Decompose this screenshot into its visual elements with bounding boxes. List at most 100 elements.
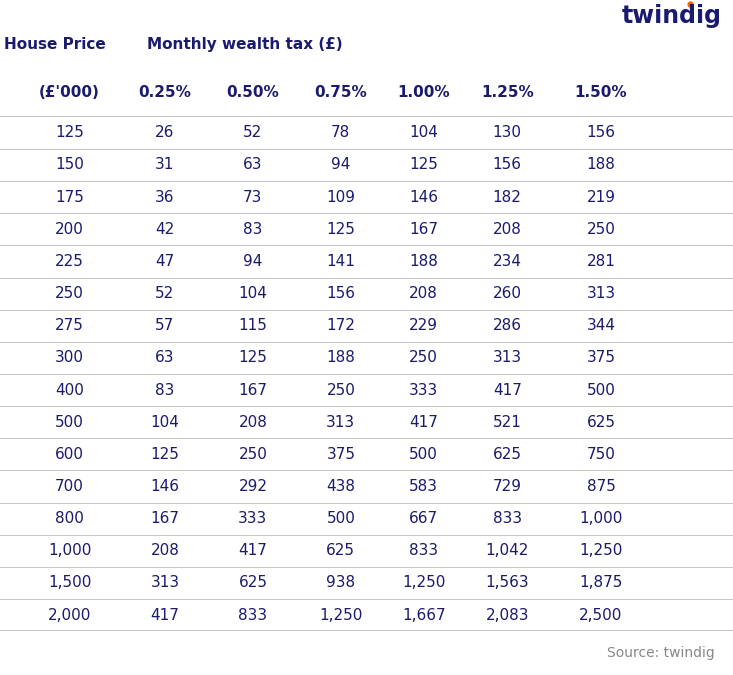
Text: 52: 52 [243, 126, 262, 140]
Text: 833: 833 [238, 608, 268, 622]
Text: 344: 344 [586, 318, 616, 333]
Text: 583: 583 [409, 479, 438, 494]
Text: 73: 73 [243, 190, 262, 205]
Text: 1.00%: 1.00% [397, 85, 450, 100]
Text: 417: 417 [493, 383, 522, 398]
Text: 146: 146 [150, 479, 180, 494]
Text: 250: 250 [409, 350, 438, 365]
Text: 667: 667 [409, 511, 438, 526]
Text: 1.50%: 1.50% [575, 85, 627, 100]
Text: 313: 313 [150, 575, 180, 591]
Text: 1,250: 1,250 [579, 543, 623, 558]
Text: 833: 833 [493, 511, 522, 526]
Text: 500: 500 [586, 383, 616, 398]
Text: 800: 800 [55, 511, 84, 526]
Text: 225: 225 [55, 254, 84, 269]
Text: 156: 156 [493, 157, 522, 173]
Text: 292: 292 [238, 479, 268, 494]
Text: 1,000: 1,000 [48, 543, 92, 558]
Text: 26: 26 [155, 126, 174, 140]
Text: 188: 188 [586, 157, 616, 173]
Text: 313: 313 [493, 350, 522, 365]
Text: 167: 167 [409, 222, 438, 237]
Text: 333: 333 [409, 383, 438, 398]
Text: Source: twindig: Source: twindig [607, 646, 715, 660]
Text: 175: 175 [55, 190, 84, 205]
Text: 1,250: 1,250 [319, 608, 363, 622]
Text: 417: 417 [409, 414, 438, 430]
Text: Monthly wealth tax (£): Monthly wealth tax (£) [147, 36, 342, 51]
Text: twindig: twindig [622, 4, 722, 28]
Text: 130: 130 [493, 126, 522, 140]
Text: House Price: House Price [4, 36, 106, 51]
Text: 750: 750 [586, 447, 616, 462]
Text: 2,083: 2,083 [485, 608, 529, 622]
Text: 1,250: 1,250 [402, 575, 446, 591]
Text: 156: 156 [586, 126, 616, 140]
Text: 167: 167 [150, 511, 180, 526]
Text: 600: 600 [55, 447, 84, 462]
Text: 125: 125 [55, 126, 84, 140]
Text: (£'000): (£'000) [39, 85, 100, 100]
Text: 150: 150 [55, 157, 84, 173]
Text: 313: 313 [586, 286, 616, 301]
Text: 63: 63 [155, 350, 174, 365]
Text: 208: 208 [493, 222, 522, 237]
Text: 438: 438 [326, 479, 356, 494]
Text: 109: 109 [326, 190, 356, 205]
Text: 167: 167 [238, 383, 268, 398]
Text: 250: 250 [238, 447, 268, 462]
Text: 94: 94 [243, 254, 262, 269]
Text: 417: 417 [238, 543, 268, 558]
Text: 250: 250 [586, 222, 616, 237]
Text: 0.25%: 0.25% [139, 85, 191, 100]
Text: 42: 42 [155, 222, 174, 237]
Text: 125: 125 [326, 222, 356, 237]
Text: 1,667: 1,667 [402, 608, 446, 622]
Text: 36: 36 [155, 190, 174, 205]
Text: 333: 333 [238, 511, 268, 526]
Text: 172: 172 [326, 318, 356, 333]
Text: 625: 625 [326, 543, 356, 558]
Text: 1,042: 1,042 [485, 543, 529, 558]
Text: 1.25%: 1.25% [481, 85, 534, 100]
Text: 250: 250 [55, 286, 84, 301]
Text: 500: 500 [326, 511, 356, 526]
Text: 94: 94 [331, 157, 350, 173]
Text: 78: 78 [331, 126, 350, 140]
Text: 275: 275 [55, 318, 84, 333]
Text: 146: 146 [409, 190, 438, 205]
Text: 125: 125 [238, 350, 268, 365]
Text: 625: 625 [586, 414, 616, 430]
Text: 125: 125 [409, 157, 438, 173]
Text: 833: 833 [409, 543, 438, 558]
Text: 1,875: 1,875 [579, 575, 623, 591]
Text: 182: 182 [493, 190, 522, 205]
Text: 375: 375 [586, 350, 616, 365]
Text: 188: 188 [409, 254, 438, 269]
Text: 83: 83 [155, 383, 174, 398]
Text: 500: 500 [409, 447, 438, 462]
Text: 156: 156 [326, 286, 356, 301]
Text: 83: 83 [243, 222, 262, 237]
Text: 188: 188 [326, 350, 356, 365]
Text: 2,500: 2,500 [579, 608, 623, 622]
Text: 104: 104 [150, 414, 180, 430]
Text: 31: 31 [155, 157, 174, 173]
Text: 938: 938 [326, 575, 356, 591]
Text: 417: 417 [150, 608, 180, 622]
Text: 208: 208 [409, 286, 438, 301]
Text: 625: 625 [238, 575, 268, 591]
Text: 250: 250 [326, 383, 356, 398]
Text: 2,000: 2,000 [48, 608, 92, 622]
Text: 400: 400 [55, 383, 84, 398]
Text: 52: 52 [155, 286, 174, 301]
Text: 208: 208 [150, 543, 180, 558]
Text: 234: 234 [493, 254, 522, 269]
Text: 625: 625 [493, 447, 522, 462]
Text: 700: 700 [55, 479, 84, 494]
Text: 63: 63 [243, 157, 262, 173]
Text: 500: 500 [55, 414, 84, 430]
Text: 200: 200 [55, 222, 84, 237]
Text: 286: 286 [493, 318, 522, 333]
